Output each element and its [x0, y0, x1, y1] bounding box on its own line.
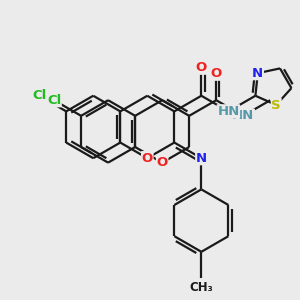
Text: HN: HN [217, 105, 239, 118]
Text: CH₃: CH₃ [190, 281, 213, 294]
Text: HN: HN [232, 109, 254, 122]
Text: N: N [196, 152, 207, 165]
Text: Cl: Cl [47, 94, 61, 107]
Text: N: N [252, 67, 263, 80]
Text: O: O [142, 152, 153, 165]
Text: O: O [157, 156, 168, 169]
Text: O: O [211, 67, 222, 80]
Text: Cl: Cl [32, 89, 46, 102]
Text: S: S [272, 98, 281, 112]
Text: O: O [196, 61, 207, 74]
